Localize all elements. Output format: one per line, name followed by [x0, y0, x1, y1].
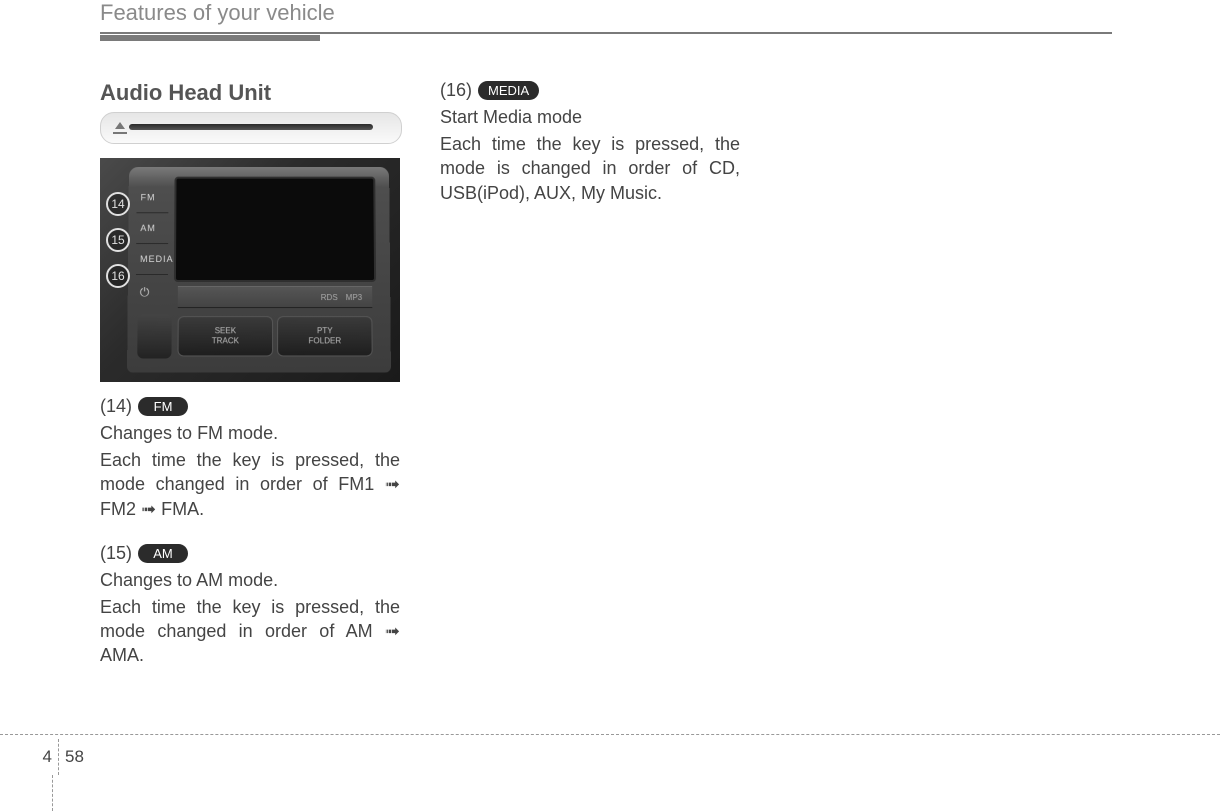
entry-14: (14) FM Changes to FM mode. Each time th…	[100, 396, 400, 521]
header-rule-thin	[100, 32, 1112, 34]
section-title: Audio Head Unit	[100, 80, 400, 106]
footer-separator-tail	[52, 775, 53, 811]
am-button-label: AM	[136, 213, 168, 244]
entry-14-head: (14) FM	[100, 396, 400, 417]
entry-16-para: Each time the key is pressed, the mode i…	[440, 132, 740, 205]
content: Audio Head Unit FM AM MEDIA ⏻ RDS MP3	[100, 80, 1112, 690]
head-unit-face: FM AM MEDIA ⏻ RDS MP3 SEEK TRACK PTY	[127, 167, 391, 373]
column-1: Audio Head Unit FM AM MEDIA ⏻ RDS MP3	[100, 80, 400, 690]
entry-15-para: Each time the key is pressed, the mode c…	[100, 595, 400, 668]
entry-14-num: (14)	[100, 396, 132, 417]
entry-15: (15) AM Changes to AM mode. Each time th…	[100, 543, 400, 668]
page-footer: 4 58	[0, 734, 1220, 775]
media-button-label: MEDIA	[136, 244, 168, 275]
volume-knob	[137, 314, 171, 358]
entry-16: (16) MEDIA Start Media mode Each time th…	[440, 80, 740, 205]
entry-16-head: (16) MEDIA	[440, 80, 740, 101]
cd-slot-slit	[129, 124, 373, 130]
mp3-label: MP3	[346, 293, 363, 302]
footer-page: 58	[59, 747, 84, 767]
entry-15-num: (15)	[100, 543, 132, 564]
fm-pill: FM	[138, 397, 188, 416]
callout-16: 16	[106, 264, 130, 288]
entry-14-line: Changes to FM mode.	[100, 423, 400, 444]
pty-folder-button: PTY FOLDER	[277, 316, 373, 356]
rds-label: RDS	[321, 293, 338, 302]
head-unit-screen	[174, 177, 376, 282]
callout-15: 15	[106, 228, 130, 252]
media-pill: MEDIA	[478, 81, 539, 100]
footer-numbers: 4 58	[0, 739, 1220, 775]
folder-label: FOLDER	[308, 336, 341, 346]
am-pill: AM	[138, 544, 188, 563]
header-title: Features of your vehicle	[100, 0, 1112, 32]
page-header: Features of your vehicle	[100, 0, 1112, 41]
cd-slot-image	[100, 112, 402, 144]
side-button-stack: FM AM MEDIA ⏻	[136, 183, 169, 300]
footer-chapter: 4	[0, 747, 58, 767]
seek-track-button: SEEK TRACK	[178, 316, 274, 356]
column-2: (16) MEDIA Start Media mode Each time th…	[440, 80, 740, 690]
eject-icon	[115, 122, 125, 129]
entry-14-para: Each time the key is pressed, the mode c…	[100, 448, 400, 521]
footer-separator	[58, 739, 59, 775]
seek-label: SEEK	[215, 327, 236, 337]
head-unit-image: FM AM MEDIA ⏻ RDS MP3 SEEK TRACK PTY	[100, 158, 400, 382]
track-label: TRACK	[212, 336, 239, 346]
head-unit-midbar: RDS MP3	[178, 286, 373, 308]
eject-icon-bar	[113, 132, 127, 134]
power-icon: ⏻	[136, 275, 168, 300]
header-rule-thick	[100, 35, 320, 41]
pty-label: PTY	[317, 327, 333, 337]
footer-dash	[0, 734, 1220, 735]
entry-15-head: (15) AM	[100, 543, 400, 564]
bottom-button-row: SEEK TRACK PTY FOLDER	[178, 316, 373, 356]
entry-16-num: (16)	[440, 80, 472, 101]
callout-14: 14	[106, 192, 130, 216]
entry-16-line: Start Media mode	[440, 107, 740, 128]
fm-button-label: FM	[136, 183, 168, 214]
entry-15-line: Changes to AM mode.	[100, 570, 400, 591]
